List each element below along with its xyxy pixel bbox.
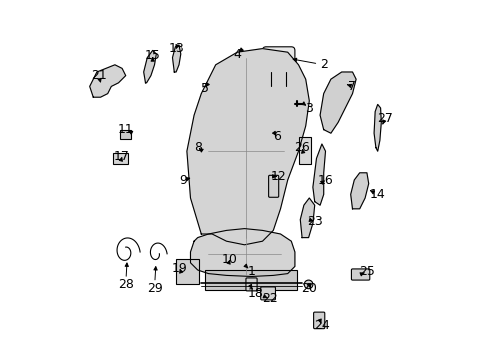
Polygon shape (312, 144, 325, 205)
FancyArrowPatch shape (154, 267, 157, 280)
FancyArrowPatch shape (346, 84, 351, 87)
FancyArrowPatch shape (263, 295, 267, 298)
FancyArrowPatch shape (272, 131, 275, 135)
Text: 28: 28 (118, 278, 133, 291)
Text: 21: 21 (91, 69, 106, 82)
FancyArrowPatch shape (301, 150, 304, 153)
Polygon shape (320, 72, 355, 133)
FancyArrowPatch shape (293, 58, 315, 63)
FancyArrowPatch shape (307, 284, 310, 287)
Bar (120, 130, 131, 139)
Text: 9: 9 (179, 174, 187, 186)
FancyArrowPatch shape (125, 263, 128, 276)
Text: 14: 14 (369, 188, 385, 201)
Polygon shape (350, 173, 368, 209)
FancyArrowPatch shape (382, 120, 385, 124)
FancyArrowPatch shape (199, 149, 203, 152)
Text: 26: 26 (294, 141, 309, 154)
Text: 13: 13 (168, 42, 183, 55)
FancyArrowPatch shape (129, 131, 133, 134)
Text: 1: 1 (247, 265, 255, 278)
Bar (204, 270, 296, 290)
FancyArrowPatch shape (248, 284, 252, 289)
FancyArrowPatch shape (98, 78, 101, 82)
FancyArrowPatch shape (320, 181, 324, 184)
Text: 24: 24 (313, 319, 329, 332)
Polygon shape (300, 198, 314, 238)
Text: 8: 8 (193, 141, 201, 154)
Text: 7: 7 (348, 80, 356, 93)
Text: 29: 29 (146, 282, 162, 294)
FancyArrowPatch shape (151, 58, 154, 61)
Text: 18: 18 (247, 287, 263, 300)
Text: 23: 23 (306, 215, 322, 228)
Polygon shape (373, 104, 381, 151)
FancyArrowPatch shape (318, 319, 321, 323)
FancyBboxPatch shape (298, 137, 310, 164)
Text: 10: 10 (222, 253, 238, 266)
FancyBboxPatch shape (313, 312, 324, 329)
FancyArrowPatch shape (179, 270, 183, 273)
Polygon shape (186, 49, 309, 245)
Text: 6: 6 (272, 130, 280, 143)
Text: 27: 27 (376, 112, 392, 125)
FancyArrowPatch shape (185, 177, 189, 181)
Text: 5: 5 (201, 82, 208, 95)
FancyArrowPatch shape (119, 158, 122, 161)
FancyBboxPatch shape (176, 259, 199, 284)
Text: 17: 17 (114, 150, 130, 163)
FancyBboxPatch shape (245, 278, 257, 291)
Text: 3: 3 (305, 102, 313, 114)
Polygon shape (172, 45, 181, 72)
Polygon shape (190, 229, 294, 276)
Text: 2: 2 (319, 58, 327, 71)
Polygon shape (89, 65, 125, 97)
FancyArrowPatch shape (205, 83, 209, 86)
FancyArrowPatch shape (176, 45, 179, 48)
FancyArrowPatch shape (272, 175, 276, 178)
FancyBboxPatch shape (262, 47, 294, 76)
FancyArrowPatch shape (369, 191, 374, 194)
FancyArrowPatch shape (308, 218, 312, 221)
FancyArrowPatch shape (359, 273, 364, 276)
Text: 25: 25 (358, 265, 374, 278)
FancyBboxPatch shape (113, 153, 127, 164)
Text: 4: 4 (233, 48, 241, 60)
Text: 16: 16 (317, 174, 333, 186)
Text: 11: 11 (118, 123, 133, 136)
Text: 12: 12 (270, 170, 286, 183)
FancyArrowPatch shape (244, 264, 247, 268)
FancyArrowPatch shape (226, 261, 230, 264)
FancyBboxPatch shape (260, 287, 275, 300)
FancyBboxPatch shape (351, 269, 369, 280)
Text: 20: 20 (301, 282, 317, 294)
Circle shape (304, 280, 312, 289)
FancyArrowPatch shape (239, 48, 243, 52)
Text: 15: 15 (144, 49, 161, 62)
FancyArrowPatch shape (301, 102, 305, 105)
Polygon shape (143, 50, 156, 83)
Text: 19: 19 (171, 262, 187, 275)
Text: 22: 22 (261, 292, 277, 305)
FancyBboxPatch shape (268, 175, 278, 197)
